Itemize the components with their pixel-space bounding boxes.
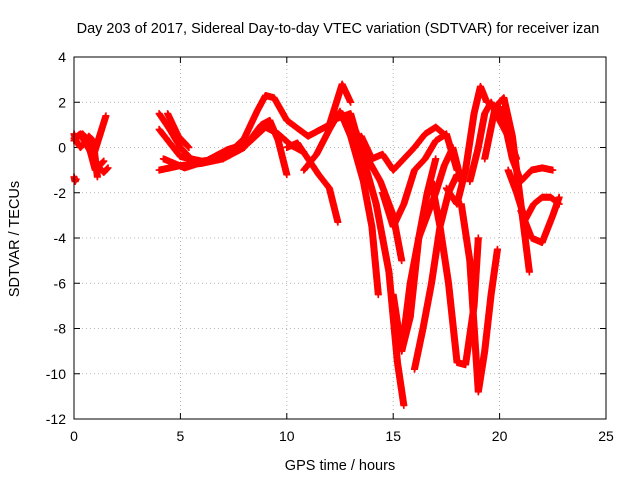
series-arc-t bbox=[496, 103, 557, 185]
y-tick-label: -8 bbox=[54, 321, 67, 337]
x-tick-label: 20 bbox=[492, 428, 508, 444]
chart-title: Day 203 of 2017, Sidereal Day-to-day VTE… bbox=[77, 21, 600, 37]
y-tick-label: -12 bbox=[46, 411, 66, 427]
data-point bbox=[347, 98, 355, 106]
data-point bbox=[334, 218, 342, 226]
data-point bbox=[400, 401, 408, 409]
x-tick-label: 10 bbox=[279, 428, 295, 444]
x-tick-label: 5 bbox=[177, 428, 185, 444]
series-arc-early-4 bbox=[70, 173, 80, 185]
data-point bbox=[104, 164, 112, 172]
x-tick-label: 25 bbox=[598, 428, 614, 444]
data-point bbox=[283, 171, 291, 179]
series-arc-b bbox=[155, 110, 195, 163]
series-arc-c bbox=[164, 110, 193, 151]
y-tick-label: -4 bbox=[54, 230, 67, 246]
y-tick-label: -10 bbox=[46, 366, 66, 382]
y-tick-label: 0 bbox=[58, 140, 66, 156]
x-axis-label: GPS time / hours bbox=[285, 458, 395, 474]
series-arc-early-5 bbox=[87, 150, 112, 176]
axes: 0 5 10 15 20 25 -12 -10 -8 -6 -4 -2 0 2 4 bbox=[46, 49, 614, 444]
y-tick-label: 4 bbox=[58, 49, 66, 65]
series-arc-f bbox=[283, 139, 342, 226]
data-point bbox=[102, 112, 110, 120]
data-point bbox=[374, 291, 382, 299]
data-point bbox=[100, 157, 108, 165]
series-arc-k bbox=[357, 123, 450, 174]
y-tick-label: -6 bbox=[54, 275, 67, 291]
data-point bbox=[93, 173, 101, 181]
series-arc-l bbox=[379, 130, 461, 231]
data-point bbox=[432, 155, 440, 163]
data-point bbox=[398, 257, 406, 265]
y-tick-label: 2 bbox=[58, 94, 66, 110]
data-point bbox=[185, 144, 193, 151]
y-axis-label: SDTVAR / TECUs bbox=[7, 181, 23, 297]
x-tick-label: 0 bbox=[70, 428, 78, 444]
data-points bbox=[70, 80, 563, 409]
y-tick-label: -2 bbox=[54, 185, 67, 201]
x-tick-label: 15 bbox=[385, 428, 401, 444]
